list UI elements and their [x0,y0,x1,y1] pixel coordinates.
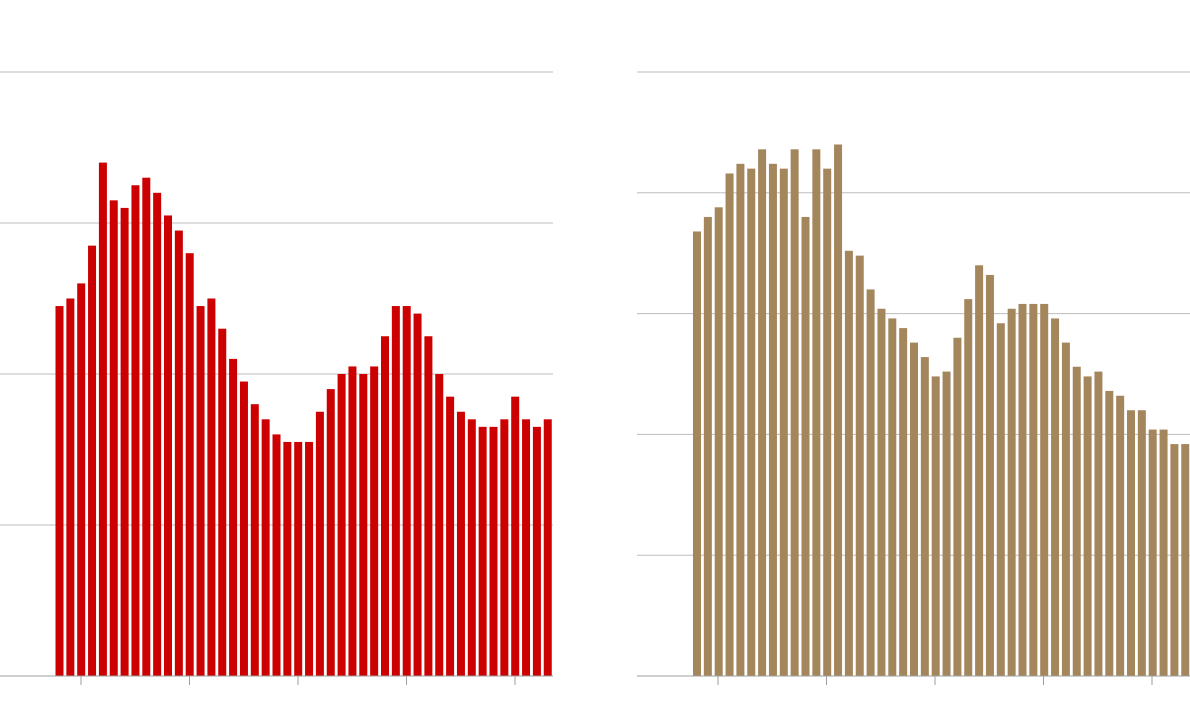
right-bar-chart [637,71,1190,685]
bar [543,419,552,676]
bar [812,149,821,676]
bar [1181,444,1190,676]
bar [693,231,701,676]
bar [1159,429,1168,676]
bar [511,396,520,676]
bar [283,441,292,676]
bar [855,255,864,676]
bar [1148,429,1157,676]
bar [942,371,951,676]
bar [975,265,984,676]
bar [714,207,723,676]
bar [910,342,918,676]
bar [996,323,1005,676]
bar [294,441,303,676]
bar [1137,410,1146,676]
left-bar-chart [0,71,553,685]
bar [98,162,107,677]
bar [1170,444,1179,676]
bar [779,168,788,676]
bar [185,253,194,676]
bar [164,215,172,676]
bar [77,283,86,676]
bar [1105,390,1114,676]
bar [478,426,487,676]
bar [261,419,270,676]
bar [522,419,531,676]
bar [953,337,962,676]
bar [703,216,712,676]
bar [402,306,411,676]
bar [1051,318,1060,676]
bar [66,298,75,676]
bar [88,245,97,676]
bar [153,192,162,677]
bar [888,318,897,676]
bar [305,441,314,676]
bar [725,173,734,677]
bar [931,376,940,676]
bar [920,357,929,676]
bar [985,274,994,676]
bar [1007,308,1016,676]
bar [747,168,756,676]
bar [250,404,259,676]
bar [758,149,767,676]
bar [964,299,973,676]
bar [381,336,389,676]
bar [790,149,799,676]
bar [413,313,422,676]
bar [218,328,227,676]
bar [467,419,476,676]
bar [532,426,541,676]
bar [1072,366,1081,676]
bar [131,185,140,676]
bar [834,144,843,677]
bar [877,308,886,676]
bar [370,366,379,676]
bar [359,374,368,676]
bar [391,306,400,676]
bar [489,426,498,676]
bar [239,381,248,676]
bar [899,328,908,676]
bar [1116,395,1125,676]
bar [120,207,129,676]
bar [823,168,832,676]
bar [174,230,183,677]
bar [337,374,346,676]
bar [55,306,64,676]
bar [736,163,745,677]
bar [315,411,324,676]
bar [348,366,357,676]
bar [272,434,281,676]
bar [500,419,509,676]
bar [142,177,151,676]
bar [801,216,810,676]
bar [207,298,216,676]
bar [435,374,444,676]
bar [1083,376,1092,676]
bar [456,411,465,676]
bar [446,396,455,676]
bar [1061,342,1070,676]
bar [1040,303,1049,676]
bar [109,200,118,676]
bar [866,289,875,676]
bar [1018,303,1027,676]
bar [1127,410,1135,676]
bar [1029,303,1038,676]
bar [768,163,777,677]
bar [326,389,335,676]
bar [1094,371,1103,676]
bar [229,358,238,676]
bar [196,306,205,676]
bar [424,336,433,676]
bar [844,250,853,676]
